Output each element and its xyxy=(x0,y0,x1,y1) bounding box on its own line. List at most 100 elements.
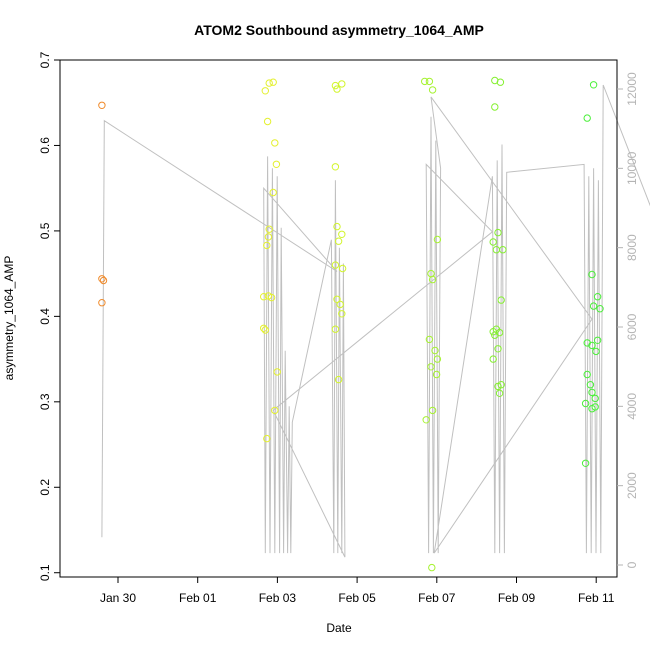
data-point xyxy=(261,87,269,95)
data-point xyxy=(272,160,281,169)
y2-tick-label: 0 xyxy=(625,561,639,568)
data-point xyxy=(491,103,499,111)
data-point xyxy=(586,381,595,389)
data-point xyxy=(494,345,502,353)
data-point xyxy=(260,293,268,301)
data-point xyxy=(264,233,273,241)
data-point xyxy=(260,324,268,332)
data-point xyxy=(261,326,269,334)
data-point xyxy=(265,225,273,233)
data-point xyxy=(338,80,346,88)
data-point xyxy=(499,246,507,254)
data-point xyxy=(334,375,343,384)
data-point xyxy=(425,77,434,86)
x-tick-label: Feb 11 xyxy=(578,591,615,605)
y2-tick-label: 10000 xyxy=(625,151,639,185)
data-point xyxy=(263,117,272,126)
x-tick-label: Jan 30 xyxy=(100,591,136,605)
y-tick-label: 0.2 xyxy=(38,479,52,496)
data-point xyxy=(98,275,106,283)
data-point xyxy=(425,335,434,344)
data-point xyxy=(338,310,346,318)
data-point xyxy=(589,302,598,310)
data-point xyxy=(331,163,340,171)
data-point xyxy=(433,235,442,244)
data-point xyxy=(596,305,604,313)
data-point xyxy=(496,78,505,86)
data-point xyxy=(265,79,273,87)
y2-tick-label: 4000 xyxy=(625,393,639,420)
data-point xyxy=(593,293,602,301)
data-point xyxy=(269,78,277,86)
data-point xyxy=(583,114,591,122)
data-point xyxy=(495,389,504,397)
data-point xyxy=(489,238,497,246)
data-point xyxy=(427,363,435,371)
y2-tick-label: 12000 xyxy=(625,72,639,106)
line-series xyxy=(101,84,650,558)
y-tick-label: 0.7 xyxy=(38,51,52,68)
x-tick-label: Feb 01 xyxy=(179,591,217,605)
y-tick-label: 0.1 xyxy=(38,564,52,581)
y-tick-label: 0.5 xyxy=(38,222,52,239)
x-axis-label: Date xyxy=(326,621,352,635)
chart-title: ATOM2 Southbound asymmetry_1064_AMP xyxy=(194,22,484,38)
data-point xyxy=(589,81,598,89)
y2-tick-label: 6000 xyxy=(625,313,639,340)
data-point xyxy=(431,346,439,355)
data-point xyxy=(271,139,279,147)
line-series-path xyxy=(101,84,650,558)
data-point xyxy=(491,331,499,339)
data-point xyxy=(98,101,106,110)
data-point xyxy=(333,222,341,231)
data-point xyxy=(432,370,441,379)
data-point xyxy=(421,77,429,86)
data-point xyxy=(98,299,106,307)
data-point xyxy=(263,241,271,250)
data-point xyxy=(581,399,590,408)
data-point xyxy=(583,370,591,379)
point-series xyxy=(98,76,604,572)
data-point xyxy=(271,406,279,415)
data-point xyxy=(588,388,596,397)
x-tick-label: Feb 07 xyxy=(418,591,456,605)
data-point xyxy=(267,293,276,302)
y2-tick-label: 2000 xyxy=(625,472,639,499)
data-point xyxy=(588,341,596,350)
data-point xyxy=(494,228,502,237)
y-axis-right: 0 2000 4000 6000 8000 10000 12000 xyxy=(617,72,639,568)
data-point xyxy=(428,275,437,284)
data-point xyxy=(591,403,599,411)
data-point xyxy=(338,264,347,273)
plot-frame xyxy=(59,59,618,578)
data-point xyxy=(263,434,271,443)
data-point xyxy=(494,382,502,391)
data-point xyxy=(497,296,505,304)
data-point xyxy=(269,188,277,197)
y-tick-label: 0.3 xyxy=(38,393,52,410)
data-point xyxy=(333,295,341,303)
data-point xyxy=(591,394,599,403)
data-point xyxy=(334,237,343,245)
y2-tick-label: 8000 xyxy=(625,234,639,261)
data-point xyxy=(336,300,344,309)
data-point xyxy=(592,347,600,356)
data-point xyxy=(428,563,436,572)
y-tick-label: 0.4 xyxy=(38,308,52,325)
data-point xyxy=(581,459,590,467)
data-point xyxy=(331,261,340,269)
data-point xyxy=(99,276,108,285)
data-point xyxy=(333,85,341,93)
x-axis: Jan 30 Feb 01 Feb 03 Feb 05 Feb 07 Feb 09 Feb … xyxy=(100,577,615,605)
data-point xyxy=(593,336,602,344)
data-point xyxy=(338,230,346,239)
data-point xyxy=(433,355,442,363)
y-tick-label: 0.6 xyxy=(38,137,52,154)
y-axis-label: asymmetry_1064_AMP xyxy=(2,256,16,381)
data-point xyxy=(489,355,497,363)
data-point xyxy=(428,86,437,94)
data-point xyxy=(588,270,596,279)
x-tick-label: Feb 03 xyxy=(259,591,297,605)
